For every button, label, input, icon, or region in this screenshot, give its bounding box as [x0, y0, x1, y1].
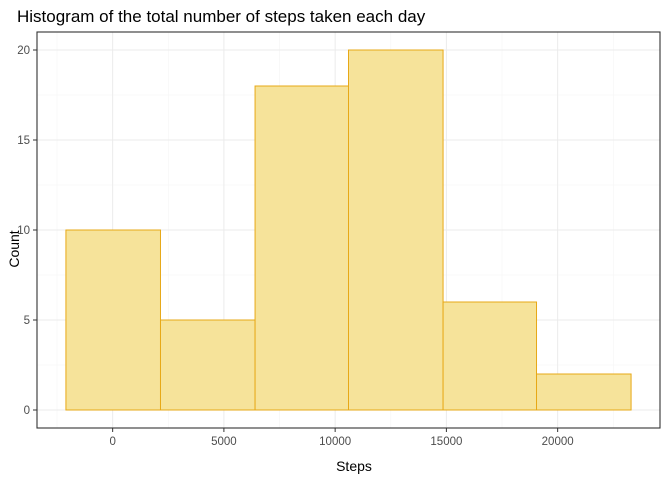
- x-tick-label: 0: [109, 436, 115, 448]
- y-tick-label: 0: [24, 405, 30, 417]
- y-tick-label: 15: [17, 135, 30, 147]
- histogram-bar: [348, 49, 444, 411]
- histogram-bar: [536, 373, 632, 411]
- histogram-bar: [159, 319, 256, 411]
- x-tick-label: 20000: [542, 436, 574, 448]
- histogram-bar: [254, 85, 349, 411]
- y-axis-title: Count: [6, 230, 22, 267]
- y-tick-label: 20: [17, 45, 30, 57]
- x-tick-label: 15000: [430, 436, 462, 448]
- x-tick-label: 5000: [211, 436, 237, 448]
- bars: [65, 49, 632, 411]
- y-tick-label: 10: [17, 225, 30, 237]
- x-tick-label: 10000: [319, 436, 351, 448]
- histogram-bar: [442, 301, 538, 411]
- x-axis-ticks: 0 5000 10000 15000 20000: [109, 428, 574, 448]
- chart-title: Histogram of the total number of steps t…: [17, 7, 426, 26]
- y-axis-ticks: 0 5 10 15 20: [17, 45, 37, 417]
- x-axis-title: Steps: [336, 458, 372, 474]
- histogram-bar: [65, 229, 161, 411]
- y-tick-label: 5: [24, 315, 30, 327]
